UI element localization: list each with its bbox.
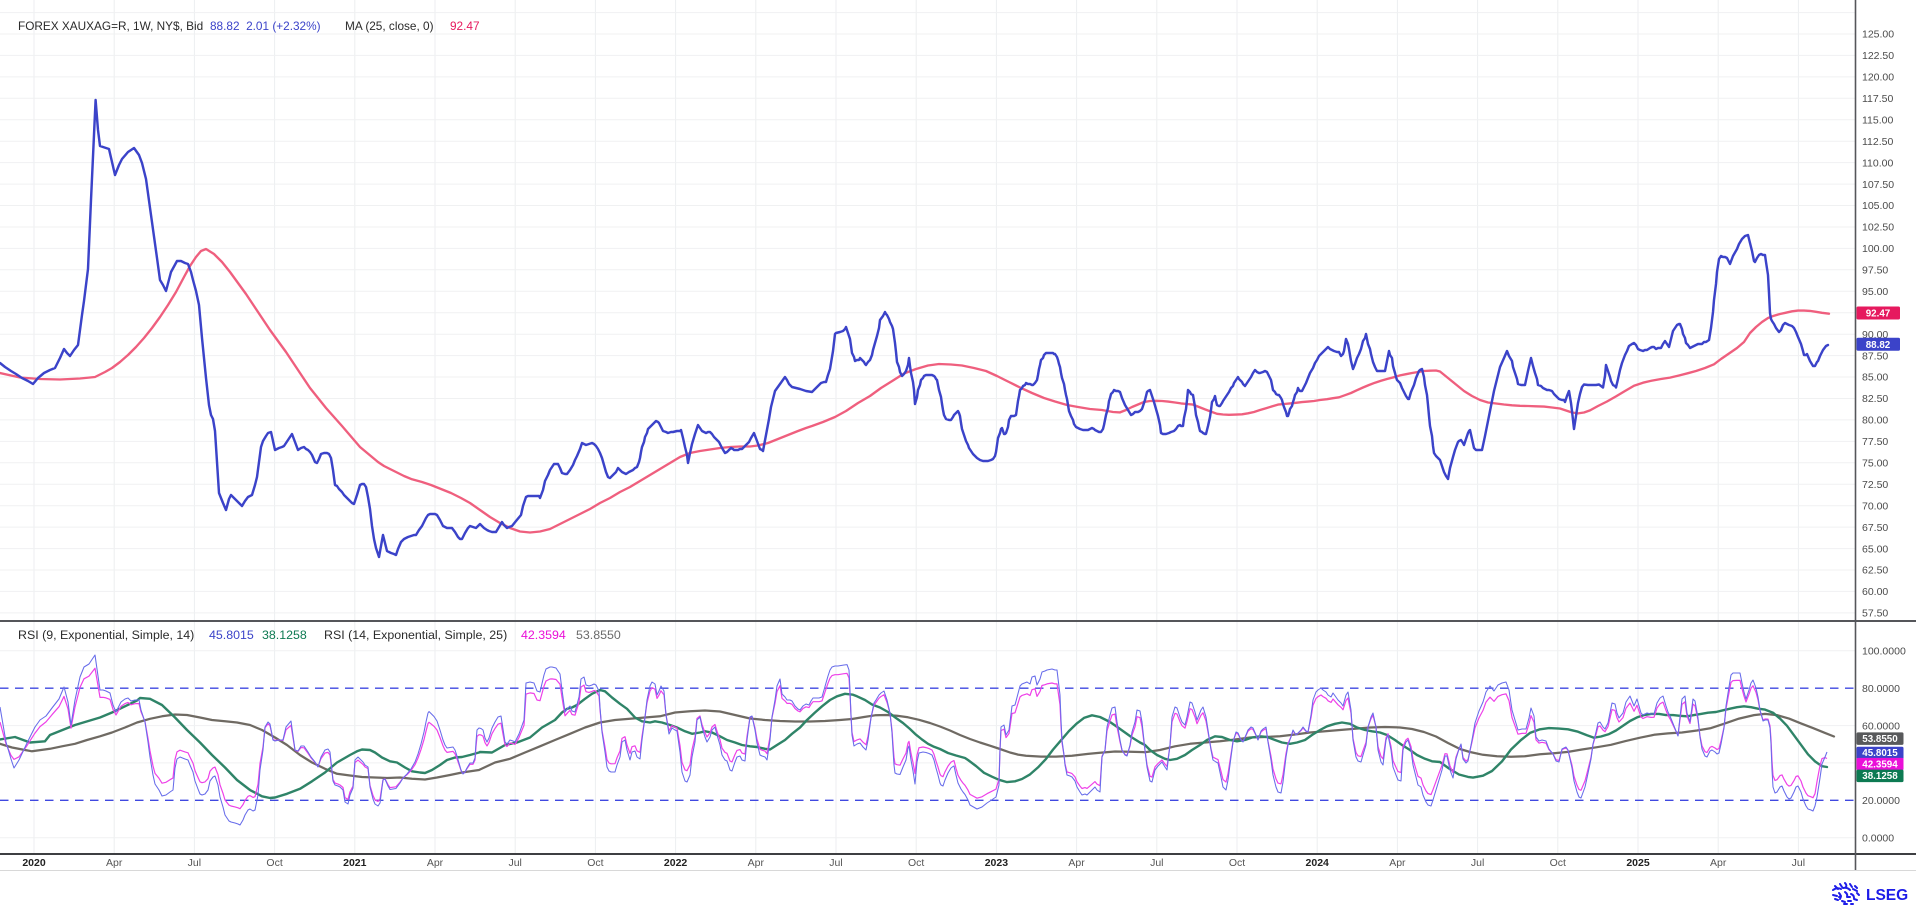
- svg-text:77.50: 77.50: [1862, 436, 1888, 448]
- svg-text:45.8015: 45.8015: [209, 628, 254, 642]
- svg-text:72.50: 72.50: [1862, 479, 1888, 491]
- svg-text:Oct: Oct: [1229, 857, 1245, 869]
- svg-text:120.00: 120.00: [1862, 72, 1894, 84]
- svg-text:80.00: 80.00: [1862, 415, 1888, 427]
- svg-text:125.00: 125.00: [1862, 29, 1894, 41]
- svg-text:RSI (14, Exponential, Simple,: RSI (14, Exponential, Simple, 25): [324, 628, 507, 642]
- svg-text:38.1258: 38.1258: [1862, 771, 1898, 782]
- svg-text:110.00: 110.00: [1862, 157, 1893, 169]
- svg-text:2024: 2024: [1306, 857, 1330, 869]
- svg-text:112.50: 112.50: [1862, 136, 1893, 148]
- svg-text:75.00: 75.00: [1862, 458, 1888, 470]
- svg-text:LSEG: LSEG: [1866, 887, 1908, 904]
- svg-text:Oct: Oct: [1550, 857, 1566, 869]
- svg-text:2023: 2023: [985, 857, 1009, 869]
- svg-text:60.0000: 60.0000: [1862, 720, 1900, 732]
- svg-text:Apr: Apr: [427, 857, 444, 869]
- svg-text:80.0000: 80.0000: [1862, 683, 1900, 695]
- svg-text:Jul: Jul: [1792, 857, 1805, 869]
- svg-text:42.3594: 42.3594: [521, 628, 566, 642]
- svg-text:88.82: 88.82: [1866, 340, 1891, 351]
- svg-text:53.8550: 53.8550: [576, 628, 621, 642]
- svg-text:100.0000: 100.0000: [1862, 646, 1906, 658]
- svg-text:38.1258: 38.1258: [262, 628, 307, 642]
- svg-text:Jul: Jul: [1150, 857, 1163, 869]
- svg-text:105.00: 105.00: [1862, 200, 1894, 212]
- svg-text:42.3594: 42.3594: [1862, 759, 1898, 770]
- svg-text:20.0000: 20.0000: [1862, 795, 1900, 807]
- svg-text:70.00: 70.00: [1862, 500, 1888, 512]
- svg-text:Apr: Apr: [1389, 857, 1406, 869]
- svg-text:92.47: 92.47: [450, 19, 480, 33]
- svg-text:2021: 2021: [343, 857, 367, 869]
- svg-text:Jul: Jul: [508, 857, 521, 869]
- svg-text:117.50: 117.50: [1862, 93, 1893, 105]
- svg-text:Oct: Oct: [266, 857, 282, 869]
- svg-text:0.0000: 0.0000: [1862, 832, 1894, 844]
- svg-text:RSI (9, Exponential, Simple, 1: RSI (9, Exponential, Simple, 14): [18, 628, 194, 642]
- svg-text:122.50: 122.50: [1862, 50, 1894, 62]
- svg-text:62.50: 62.50: [1862, 565, 1888, 577]
- svg-text:95.00: 95.00: [1862, 286, 1888, 298]
- svg-text:2020: 2020: [22, 857, 46, 869]
- svg-text:82.50: 82.50: [1862, 393, 1888, 405]
- svg-text:97.50: 97.50: [1862, 265, 1888, 277]
- svg-text:Oct: Oct: [908, 857, 924, 869]
- svg-text:115.00: 115.00: [1862, 115, 1893, 127]
- svg-text:Apr: Apr: [748, 857, 765, 869]
- svg-text:67.50: 67.50: [1862, 522, 1888, 534]
- svg-text:92.47: 92.47: [1866, 309, 1891, 320]
- svg-text:60.00: 60.00: [1862, 586, 1888, 598]
- svg-text:57.50: 57.50: [1862, 608, 1888, 620]
- svg-text:88.82 2.01 (+2.32%): 88.82 2.01 (+2.32%): [210, 19, 321, 33]
- svg-text:2025: 2025: [1626, 857, 1650, 869]
- svg-text:FOREX XAUXAG=R, 1W, NY$, Bid: FOREX XAUXAG=R, 1W, NY$, Bid: [18, 19, 203, 33]
- svg-text:Apr: Apr: [106, 857, 123, 869]
- svg-text:102.50: 102.50: [1862, 222, 1894, 234]
- svg-text:87.50: 87.50: [1862, 350, 1888, 362]
- svg-text:MA (25, close, 0): MA (25, close, 0): [345, 19, 434, 33]
- svg-text:Jul: Jul: [188, 857, 201, 869]
- svg-text:Apr: Apr: [1068, 857, 1085, 869]
- svg-text:Jul: Jul: [1471, 857, 1484, 869]
- svg-text:65.00: 65.00: [1862, 543, 1888, 555]
- svg-text:107.50: 107.50: [1862, 179, 1894, 191]
- svg-text:45.8015: 45.8015: [1862, 748, 1898, 759]
- svg-text:53.8550: 53.8550: [1862, 734, 1898, 745]
- svg-text:2022: 2022: [664, 857, 688, 869]
- svg-text:Apr: Apr: [1710, 857, 1727, 869]
- svg-text:Oct: Oct: [587, 857, 603, 869]
- svg-text:100.00: 100.00: [1862, 243, 1894, 255]
- svg-text:Jul: Jul: [829, 857, 842, 869]
- svg-text:85.00: 85.00: [1862, 372, 1888, 384]
